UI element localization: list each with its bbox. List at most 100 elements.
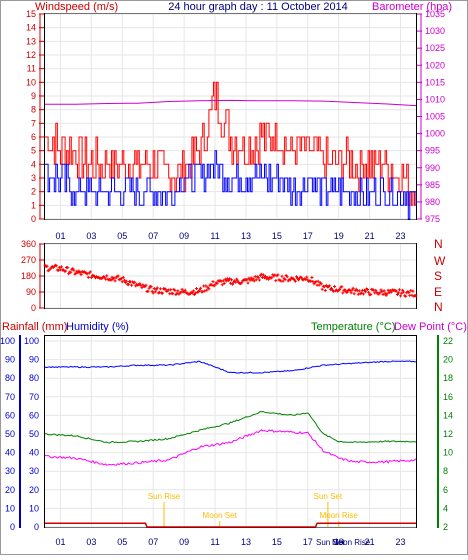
bottom-event-label: Sun Set <box>316 538 345 547</box>
panel3-x-tick-label: 01 <box>55 537 65 547</box>
panel1-x-tick-label: 05 <box>117 231 127 241</box>
wind-direction-point <box>171 292 175 296</box>
wind-direction-point <box>228 277 231 281</box>
wind-direction-point <box>72 268 76 272</box>
barometer-tick-label: 980 <box>425 197 440 207</box>
windspeed-axis-title: Windspeed (m/s) <box>35 1 118 13</box>
wind-direction-point <box>288 278 292 282</box>
wind-direction-point <box>146 289 150 293</box>
wind-direction-point <box>74 271 78 275</box>
panel3-x-ticks: 01 03 05 07 09 11 13 15 17 19 21 23 <box>55 537 405 547</box>
wind-direction-point <box>140 286 144 290</box>
wind-direction-point <box>414 294 418 298</box>
wind-direction-point <box>235 277 239 281</box>
barometer-tick-label: 1015 <box>425 77 445 87</box>
wind-direction-point <box>317 283 321 287</box>
panel3-series <box>44 360 417 528</box>
wind-direction-point <box>182 290 186 294</box>
humidity-tick-label: 30 <box>29 466 39 476</box>
panel3-x-tick-label: 05 <box>117 537 127 547</box>
windspeed-tick-label: 6 <box>31 132 36 142</box>
wind-direction-point <box>169 288 173 292</box>
wind-direction-point <box>351 286 355 290</box>
wind-direction-point <box>400 291 404 295</box>
wind-direction-point <box>103 276 107 280</box>
wind-direction-point <box>383 291 387 295</box>
barometer-tick-label: 1010 <box>425 94 445 104</box>
barometer-tick-label: 975 <box>425 214 440 224</box>
compass-label: S <box>434 269 442 283</box>
temperature-tick-label: 14 <box>443 410 453 420</box>
wind-direction-point <box>215 281 219 285</box>
wind-direction-point <box>122 278 126 282</box>
wind-direction-point <box>369 293 373 296</box>
wind-direction-point <box>257 278 261 282</box>
windspeed-tick-label: 10 <box>26 77 36 87</box>
event-label: Moon Rise <box>320 511 359 520</box>
wind-direction-point <box>89 276 93 279</box>
wind-direction-point <box>273 273 277 277</box>
wind-direction-point <box>338 287 342 291</box>
wind-direction-point <box>297 278 300 282</box>
wind-direction-point <box>234 280 238 284</box>
windspeed-gust-line <box>45 81 416 206</box>
panel1-right-ticks: 975 980 985 990 995 1000 1005 1010 1015 1020 1025 1… <box>417 9 445 224</box>
dewpoint-line <box>44 429 417 466</box>
wind-direction-point <box>251 277 255 281</box>
humidity-tick-label: 60 <box>29 410 39 420</box>
wind-direction-point <box>79 273 83 277</box>
wind-direction-point <box>267 277 271 281</box>
wind-direction-point <box>130 283 134 287</box>
panel1-x-tick-label: 13 <box>241 231 251 241</box>
barometer-line <box>45 99 417 107</box>
panel3-x-tick-label: 03 <box>86 537 96 547</box>
wind-direction-point <box>69 270 73 274</box>
wind-direction-point <box>110 275 114 279</box>
wind-direction-point <box>203 289 207 293</box>
panel3-x-tick-label: 21 <box>365 537 375 547</box>
wind-direction-point <box>280 274 284 278</box>
wind-direction-point <box>276 273 280 277</box>
wind-direction-point <box>397 291 400 295</box>
wind-direction-point <box>220 283 224 287</box>
wind-direction-point <box>366 288 370 291</box>
rain-tick-label: 10 <box>5 503 15 513</box>
windspeed-tick-label: 8 <box>31 105 36 115</box>
wind-direction-point <box>402 290 406 294</box>
wind-direction-point <box>116 274 120 278</box>
barometer-tick-label: 995 <box>425 146 440 156</box>
wind-direction-point <box>343 288 347 292</box>
wind-direction-point <box>45 264 49 268</box>
panel3-x-tick-label: 17 <box>303 537 313 547</box>
wind-direction-point <box>378 291 382 295</box>
rain-tick-label: 50 <box>5 429 15 439</box>
wind-direction-point <box>105 274 109 278</box>
temp-axis-bar <box>437 335 439 528</box>
wind-direction-point <box>322 285 326 289</box>
wind-direction-point <box>382 289 386 293</box>
panel3-x-tick-label: 23 <box>396 537 406 547</box>
wind-direction-point <box>85 272 89 276</box>
wind-direction-point <box>345 291 349 294</box>
panel3-x-tick-label: 19 <box>334 537 344 547</box>
barometer-tick-label: 1020 <box>425 60 445 70</box>
humidity-tick-label: 50 <box>29 429 39 439</box>
wind-direction-point <box>121 275 125 279</box>
windspeed-tick-label: 14 <box>26 23 36 33</box>
wind-direction-point <box>113 279 117 283</box>
wind-direction-point <box>124 279 128 283</box>
panel3-x-tick-label: 15 <box>272 537 282 547</box>
wind-direction-point <box>320 287 324 291</box>
barometer-tick-label: 985 <box>425 180 440 190</box>
rain-tick-label: 70 <box>5 392 15 402</box>
wind-direction-point <box>363 288 366 292</box>
wind-direction-point <box>230 278 233 282</box>
wind-direction-point <box>197 290 201 294</box>
temperature-tick-label: 18 <box>443 373 453 383</box>
wind-direction-point <box>152 287 156 290</box>
event-label: Sun Set <box>314 492 343 501</box>
wind-direction-point <box>407 291 411 294</box>
humidity-axis-title: Humidity (%) <box>66 321 129 333</box>
wind-direction-point <box>259 272 263 276</box>
